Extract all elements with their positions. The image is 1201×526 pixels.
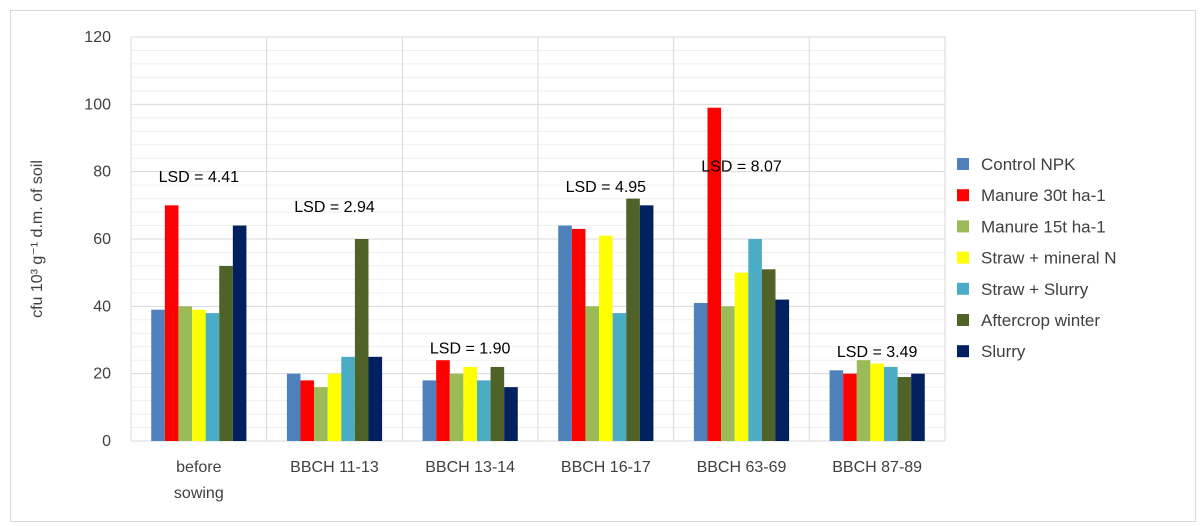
bar xyxy=(843,373,857,441)
bar xyxy=(626,198,640,441)
bar xyxy=(354,239,369,441)
legend-swatch xyxy=(957,345,969,358)
bar xyxy=(707,107,722,441)
bar xyxy=(300,380,315,441)
legend-label: Manure 30t ha-1 xyxy=(981,186,1106,205)
legend-label: Slurry xyxy=(981,342,1026,361)
y-tick-label: 120 xyxy=(84,29,111,46)
bar xyxy=(558,225,572,441)
bar xyxy=(436,360,450,441)
legend-swatch xyxy=(957,282,969,295)
bar xyxy=(693,302,708,441)
x-category-label: BBCH 16-17 xyxy=(561,459,651,476)
bar xyxy=(870,363,884,441)
bar xyxy=(192,309,206,441)
bar xyxy=(476,380,491,441)
bar xyxy=(911,373,925,441)
legend-swatch xyxy=(957,158,969,170)
legend-label: Aftercrop winter xyxy=(981,311,1100,330)
x-category-label: BBCH 11-13 xyxy=(290,459,379,476)
y-tick-label: 20 xyxy=(93,366,111,383)
bar xyxy=(490,366,505,441)
bar xyxy=(151,309,165,441)
legend-swatch xyxy=(957,220,969,233)
lsd-annotation: LSD = 1.90 xyxy=(430,340,511,357)
x-category-label-line: BBCH 16-17 xyxy=(561,459,651,476)
bar xyxy=(164,205,179,441)
bar xyxy=(341,356,355,441)
x-category-label-line: sowing xyxy=(174,485,224,502)
bar xyxy=(585,306,600,441)
x-category-label-line: BBCH 11-13 xyxy=(290,459,379,476)
legend-label: Control NPK xyxy=(981,155,1076,174)
bar xyxy=(205,313,220,441)
x-category-label-line: before xyxy=(176,459,221,476)
bar xyxy=(449,373,464,441)
x-category-label: BBCH 63-69 xyxy=(697,459,787,476)
x-category-label: before sowing xyxy=(174,459,224,502)
bar xyxy=(463,366,477,441)
bar xyxy=(368,356,383,441)
bar xyxy=(856,360,871,441)
y-axis-label: cfu 10³ g⁻¹ d.m. of soil xyxy=(29,160,46,318)
x-category-label: BBCH 87-89 xyxy=(832,459,922,476)
lsd-annotation: LSD = 3.49 xyxy=(837,344,918,361)
bar xyxy=(504,387,518,441)
legend-swatch xyxy=(957,314,969,326)
bar xyxy=(829,370,844,441)
bar xyxy=(286,373,301,441)
bar xyxy=(883,366,898,441)
y-tick-label: 60 xyxy=(93,231,111,248)
bar xyxy=(327,373,342,441)
x-category-label-line: BBCH 87-89 xyxy=(832,459,922,476)
bar xyxy=(599,235,613,441)
y-tick-label: 40 xyxy=(93,298,111,315)
bar xyxy=(639,205,654,441)
bar xyxy=(897,377,912,441)
bar xyxy=(734,272,749,441)
bar xyxy=(612,313,627,441)
x-category-label-line: BBCH 63-69 xyxy=(697,459,787,476)
legend-swatch xyxy=(957,189,969,202)
bar xyxy=(232,225,247,441)
bar xyxy=(571,228,586,441)
legend-swatch xyxy=(957,251,969,264)
legend-label: Manure 15t ha-1 xyxy=(981,217,1106,236)
y-tick-label: 100 xyxy=(84,96,111,113)
x-category-label: BBCH 13-14 xyxy=(425,459,515,476)
bar xyxy=(775,299,790,441)
bar xyxy=(761,269,776,441)
bar xyxy=(721,306,735,441)
bar xyxy=(748,239,762,441)
x-category-label-line: BBCH 13-14 xyxy=(425,459,515,476)
y-tick-label: 80 xyxy=(93,164,111,181)
bar xyxy=(178,306,193,441)
lsd-annotation: LSD = 2.94 xyxy=(294,199,375,216)
legend-label: Straw + Slurry xyxy=(981,280,1089,299)
y-tick-label: 0 xyxy=(102,433,111,450)
lsd-annotation: LSD = 8.07 xyxy=(701,159,782,176)
bar xyxy=(219,265,233,441)
legend-label: Straw + mineral N xyxy=(981,249,1117,268)
bar xyxy=(422,380,437,441)
bar xyxy=(314,387,328,441)
lsd-annotation: LSD = 4.95 xyxy=(566,179,647,196)
lsd-annotation: LSD = 4.41 xyxy=(159,169,240,186)
